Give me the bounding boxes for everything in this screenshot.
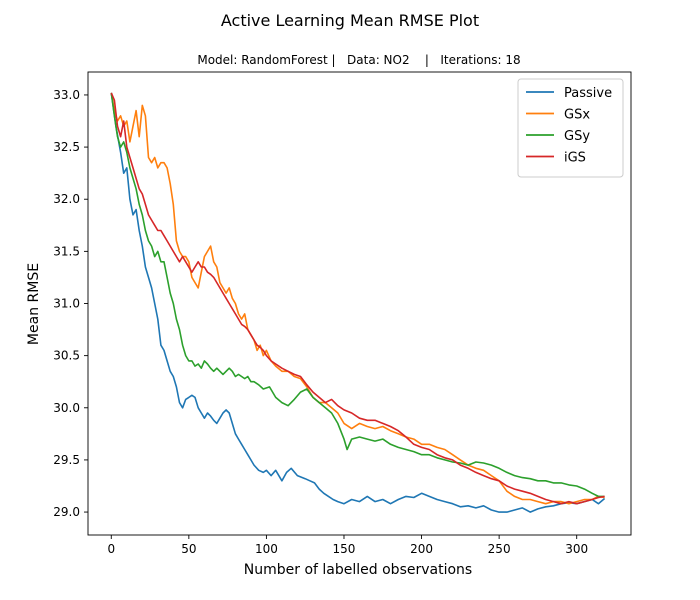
- y-tick-label: 29.0: [53, 505, 80, 519]
- chart-title: Active Learning Mean RMSE Plot: [221, 11, 479, 30]
- y-tick-label: 29.5: [53, 453, 80, 467]
- y-axis-ticks: 29.0 29.5 30.0 30.5 31.0 31.5 32.0 32.5 33.0: [53, 88, 88, 519]
- x-tick-label: 150: [333, 542, 356, 556]
- y-tick-label: 30.0: [53, 401, 80, 415]
- x-tick-label: 300: [565, 542, 588, 556]
- legend-label-gsx: GSx: [564, 108, 590, 123]
- x-axis-label: Number of labelled observations: [244, 562, 472, 578]
- y-axis-label: Mean RMSE: [26, 263, 42, 345]
- y-tick-label: 32.0: [53, 192, 80, 206]
- chart-subtitle: Model: RandomForest | Data: NO2 | Iterat…: [197, 53, 520, 67]
- y-tick-label: 31.5: [53, 244, 80, 258]
- x-tick-label: 0: [107, 542, 115, 556]
- y-tick-label: 32.5: [53, 140, 80, 154]
- legend: Passive GSx GSy iGS: [517, 78, 624, 178]
- series-line-passive: [110, 92, 606, 513]
- plot-series: [110, 92, 606, 513]
- x-tick-label: 200: [410, 542, 433, 556]
- series-line-igs: [110, 92, 605, 505]
- legend-label-passive: Passive: [564, 86, 612, 101]
- y-tick-label: 33.0: [53, 88, 80, 102]
- x-axis-ticks: 0 50 100 150 200 250 300: [107, 535, 588, 556]
- y-tick-label: 30.5: [53, 349, 80, 363]
- x-tick-label: 250: [488, 542, 511, 556]
- x-tick-label: 50: [181, 542, 196, 556]
- x-tick-label: 100: [255, 542, 278, 556]
- series-line-gsy: [110, 92, 605, 498]
- series-line-gsx: [110, 92, 605, 505]
- legend-box: [517, 78, 624, 178]
- y-tick-label: 31.0: [53, 297, 80, 311]
- legend-label-igs: iGS: [564, 151, 586, 166]
- legend-label-gsy: GSy: [564, 129, 590, 144]
